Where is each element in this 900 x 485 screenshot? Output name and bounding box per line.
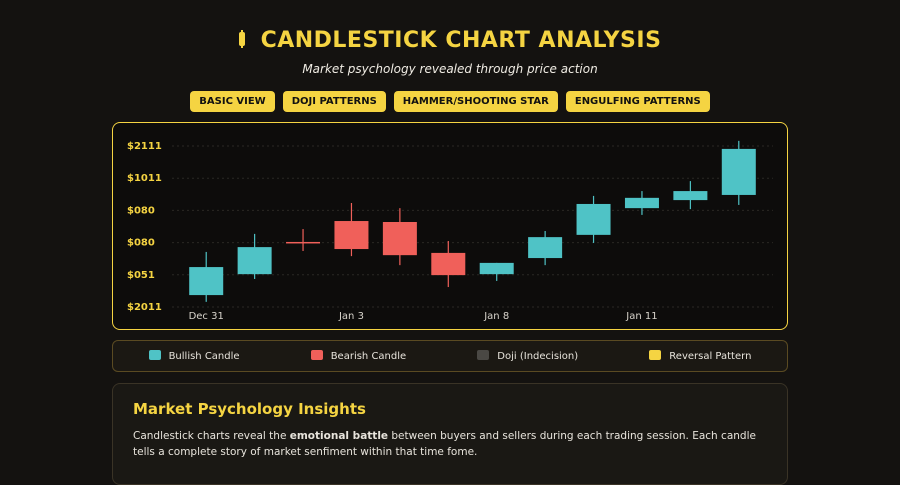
legend-swatch — [477, 350, 490, 360]
x-tick-label: Jan 8 — [483, 311, 509, 322]
candle-body — [721, 148, 756, 195]
candle-body — [286, 241, 321, 244]
candle-body — [673, 191, 708, 201]
tabs: BASIC VIEW DOJI PATTERNS HAMMER/SHOOTING S… — [0, 91, 900, 112]
title: CANDLESTICK CHART ANALYSIS — [0, 28, 900, 53]
legend-item: Bearish Candle — [310, 350, 407, 362]
candle-icon — [238, 32, 245, 46]
tab-button[interactable]: ENGULFING PATTERNS — [565, 91, 710, 112]
candle-body — [576, 203, 611, 235]
x-tick-label: Jan 11 — [625, 311, 657, 322]
candle-body — [528, 237, 563, 259]
bold-text: emotional battle — [289, 430, 389, 442]
legend: Bullish Candle Bearish Candle Doji (Indeci… — [112, 340, 788, 372]
y-tick-label: $080 — [127, 205, 155, 216]
legend-swatch — [649, 350, 662, 360]
y-tick-label: $051 — [127, 270, 155, 281]
candle-body — [334, 221, 369, 250]
candle-body — [624, 197, 659, 209]
x-tick-label: Jan 3 — [338, 311, 364, 322]
legend-item: Reversal Pattern — [649, 350, 751, 362]
insights-text: Candlestick charts reveal the emotional … — [133, 428, 767, 460]
legend-item: Bullish Candle — [148, 350, 240, 362]
candle-body — [189, 267, 224, 296]
y-tick-label: $2111 — [127, 141, 162, 152]
title-text: CANDLESTICK CHART ANALYSIS — [260, 28, 662, 53]
legend-item: Doji (Indecision) — [477, 350, 578, 362]
legend-swatch — [148, 350, 161, 360]
x-tick-label: Dec 31 — [189, 311, 224, 322]
legend-label: Bullish Candle — [168, 351, 240, 362]
chart: $2011 $051 $080 $080 $1011 $2111 Dec 31 Jan 3 Ja… — [127, 140, 773, 322]
tab-button[interactable]: HAMMER/SHOOTING STAR — [393, 91, 558, 112]
insights-title: Market Psychology Insights — [133, 400, 366, 418]
legend-label: Bearish Candle — [330, 351, 407, 362]
legend-label: Doji (Indecision) — [497, 351, 579, 362]
subtitle: Market psychology revealed through price… — [302, 62, 598, 76]
candle-body — [382, 221, 417, 256]
legend-label: Reversal Pattern — [669, 351, 752, 362]
legend-swatch — [310, 350, 323, 360]
text: Candlestick charts reveal the — [133, 430, 287, 442]
tab-button[interactable]: BASIC VIEW — [190, 91, 275, 112]
y-tick-label: $080 — [127, 238, 155, 249]
candle-body — [237, 247, 272, 275]
tab-button[interactable]: DOJI PATTERNS — [282, 91, 386, 112]
y-tick-label: $2011 — [127, 302, 162, 313]
text: between buyers and sellers during each t… — [133, 430, 756, 458]
candle-body — [479, 262, 514, 275]
insights: Market Psychology Insights Candlestick c… — [112, 383, 788, 485]
page: {"header": {"title": "CANDLESTICK CHART … — [0, 28, 900, 485]
chart-panel: $2011 $051 $080 $080 $1011 $2111 Dec 31 Jan 3 Ja… — [112, 122, 788, 330]
y-tick-label: $1011 — [127, 173, 162, 184]
candle-body — [431, 252, 466, 276]
